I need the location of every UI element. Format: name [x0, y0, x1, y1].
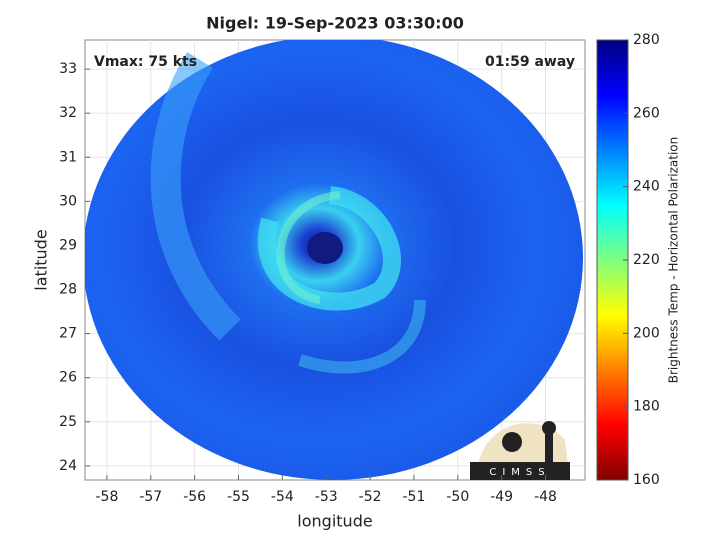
y-axis-label: latitude [32, 229, 51, 290]
satellite-image [85, 40, 583, 480]
y-tick-label: 32 [59, 105, 77, 121]
colorbar-tick-label: 280 [633, 32, 660, 48]
y-tick-label: 25 [59, 414, 77, 430]
colorbar-tick-label: 240 [633, 179, 660, 195]
cimss-logo: CIMSS [470, 421, 570, 480]
x-tick-label: -58 [95, 489, 118, 505]
colorbar-tick-label: 260 [633, 105, 660, 121]
x-tick-label: -50 [446, 489, 469, 505]
y-tick-label: 27 [59, 326, 77, 342]
x-tick-label: -51 [403, 489, 426, 505]
y-tick-label: 30 [59, 193, 77, 209]
x-tick-label: -57 [139, 489, 162, 505]
y-tick-label: 29 [59, 237, 77, 253]
x-tick-label: -53 [315, 489, 338, 505]
x-tick-label: -56 [183, 489, 206, 505]
y-tick-label: 24 [59, 458, 77, 474]
x-tick-label: -49 [490, 489, 513, 505]
x-tick-label: -52 [359, 489, 382, 505]
chart-title: Nigel: 19-Sep-2023 03:30:00 [206, 14, 464, 33]
x-tick-label: -54 [271, 489, 294, 505]
annotation: Vmax: 75 kts [94, 54, 197, 70]
x-axis-label: longitude [297, 512, 372, 531]
colorbar-label: Brightness Temp - Horizontal Polarizatio… [667, 137, 681, 384]
y-tick-label: 33 [59, 61, 77, 77]
colorbar-tick-label: 180 [633, 399, 660, 415]
y-tick-label: 26 [59, 370, 77, 386]
annotation: 01:59 away [485, 54, 575, 70]
y-tick-label: 31 [59, 149, 77, 165]
colorbar-tick-label: 220 [633, 252, 660, 268]
x-tick-label: -48 [534, 489, 557, 505]
colorbar-tick-label: 160 [633, 472, 660, 488]
y-tick-label: 28 [59, 282, 77, 298]
x-tick-label: -55 [227, 489, 250, 505]
logo-text: CIMSS [489, 467, 550, 478]
colorbar-tick-label: 200 [633, 325, 660, 341]
